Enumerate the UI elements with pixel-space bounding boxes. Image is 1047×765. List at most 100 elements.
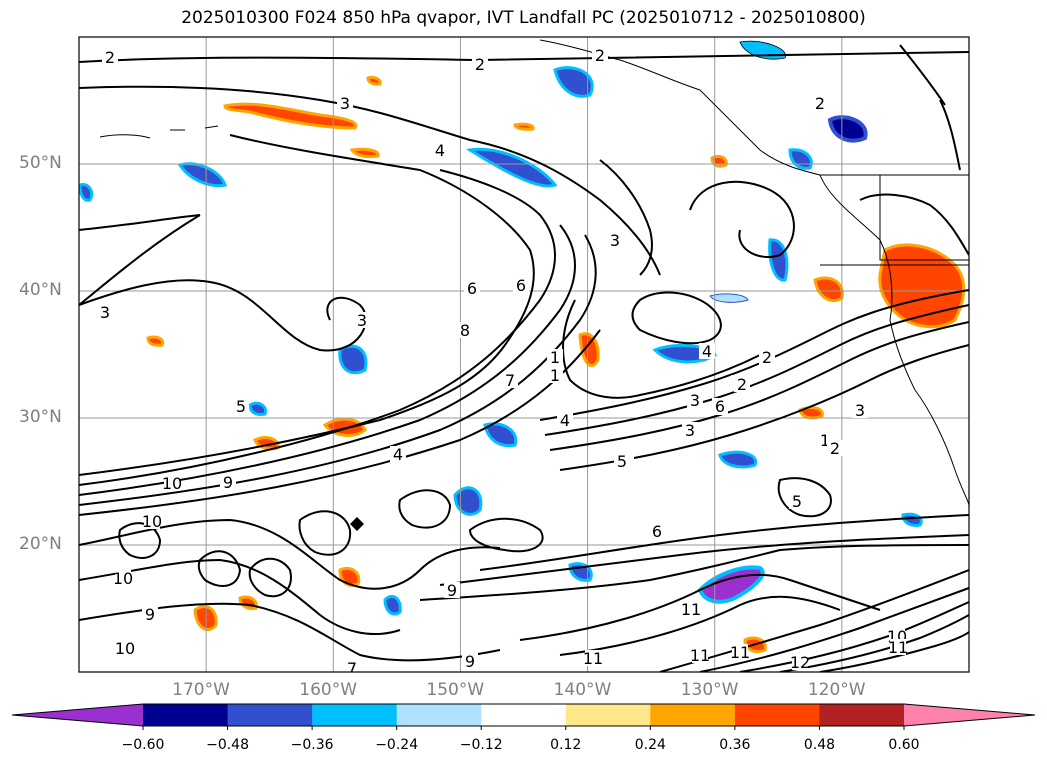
negative-patch [248,401,268,416]
contour-label-bg [607,232,623,248]
contour-label-bg [233,398,249,414]
contour-label: 6 [467,279,477,298]
colorbar-tick-label: 0.60 [888,737,920,753]
contour-label-bg [117,640,133,656]
contour-label: 4 [393,445,403,464]
contour-label: 6 [652,522,662,541]
contour-label: 3 [357,311,367,330]
colorbar-segment [312,704,398,726]
colorbar-tick-label: −0.36 [290,737,334,753]
contour-label: 2 [595,46,605,65]
lat-tick-label: 40°N [19,280,62,300]
negative-patch [788,148,813,170]
contour-label: 3 [340,94,350,113]
colorbar-extend-high [904,704,1035,726]
negative-patch [553,66,594,98]
contour-label: 2 [815,94,825,113]
positive-patch [366,76,382,86]
diamond-marker [350,517,364,531]
contour-label-bg [852,402,868,418]
contour-label-bg [115,570,131,586]
contour-label: 10 [113,569,133,588]
contour-label-bg [142,606,158,622]
contour-label: 5 [617,452,627,471]
negative-patch [383,595,402,616]
qvapor-contours [79,44,969,672]
colorbar-segment [650,704,736,726]
contour-label: 10 [142,512,162,531]
contour-label: 8 [460,321,470,340]
positive-patch [813,276,844,303]
contour-label-bg [682,422,698,438]
contour-label-bg [462,653,478,669]
lat-tick-label: 50°N [19,153,62,173]
contour-label: 6 [516,276,526,295]
contour-label-bg [444,582,460,598]
colorbar-tick-label: −0.24 [375,737,419,753]
negative-patch [79,182,94,202]
lon-tick-label: 160°W [299,680,358,700]
contour-label: 10 [115,639,135,658]
contour-label-bg [649,523,665,539]
contour-label-bg [812,95,828,111]
colorbar-segment [396,704,482,726]
contour-label: 11 [583,649,603,668]
contour-label-bg [585,650,601,666]
contour-label: 11 [730,643,750,662]
contour-label-bg [390,446,406,462]
contour-label: 9 [223,473,233,492]
positive-patch [710,154,728,168]
contour-label-bg [464,280,480,296]
contour-label-bg [102,49,118,65]
contour-label: 3 [690,391,700,410]
contour-label: 1 [550,348,560,367]
contour-label-bg [337,95,353,111]
positive-patch [349,147,380,159]
lon-tick-label: 170°W [172,680,230,700]
contour-label: 9 [145,605,155,624]
contour-label-bg [683,601,699,617]
contour-label-bg [890,639,906,655]
colorbar-segment [227,704,313,726]
contour-label: 4 [435,141,445,160]
contour-label-bg [592,47,608,63]
contour-label-bg [432,142,448,158]
contour-label-bg [97,304,113,320]
lon-tick-label: 140°W [553,680,612,700]
contour-label: 1 [820,431,830,450]
contour-label: 11 [681,600,701,619]
negative-patch [718,450,758,469]
contour-label: 12 [790,653,810,672]
contour-label: 9 [465,652,475,671]
colorbar-tick-label: −0.48 [206,737,249,753]
contour-label: 4 [702,342,712,361]
negative-patch [768,238,789,282]
contour-label-bg [513,277,529,293]
colorbar-tick-label: 0.48 [803,737,836,753]
contour-label-bg [792,654,808,670]
colorbar-segment [481,704,567,726]
contour-label: 1 [550,366,560,385]
contour-label-bg [472,56,488,72]
positive-patch [223,102,358,130]
positive-patch [146,335,165,347]
contour-label: 2 [737,375,747,394]
contour-label-bg [699,343,715,359]
contour-label-bg [732,644,748,660]
colorbar-extend-low [12,704,143,726]
colorbar-segment [565,704,651,726]
contour-label: 7 [347,659,357,678]
colorbar-segment [734,704,820,726]
colorbar-segment [819,704,905,726]
colorbar [11,703,1036,730]
colorbar-segment [143,704,229,726]
colorbar-tick-label: 0.12 [550,737,582,753]
contour-label: 5 [236,397,246,416]
map-title: 2025010300 F024 850 hPa qvapor, IVT Land… [181,8,866,28]
contour-label: 7 [505,371,515,390]
colorbar-tick-label: 0.36 [719,737,751,753]
contour-label-bg [614,453,630,469]
contour-label-bg [827,440,843,456]
negative-patch [483,422,518,448]
